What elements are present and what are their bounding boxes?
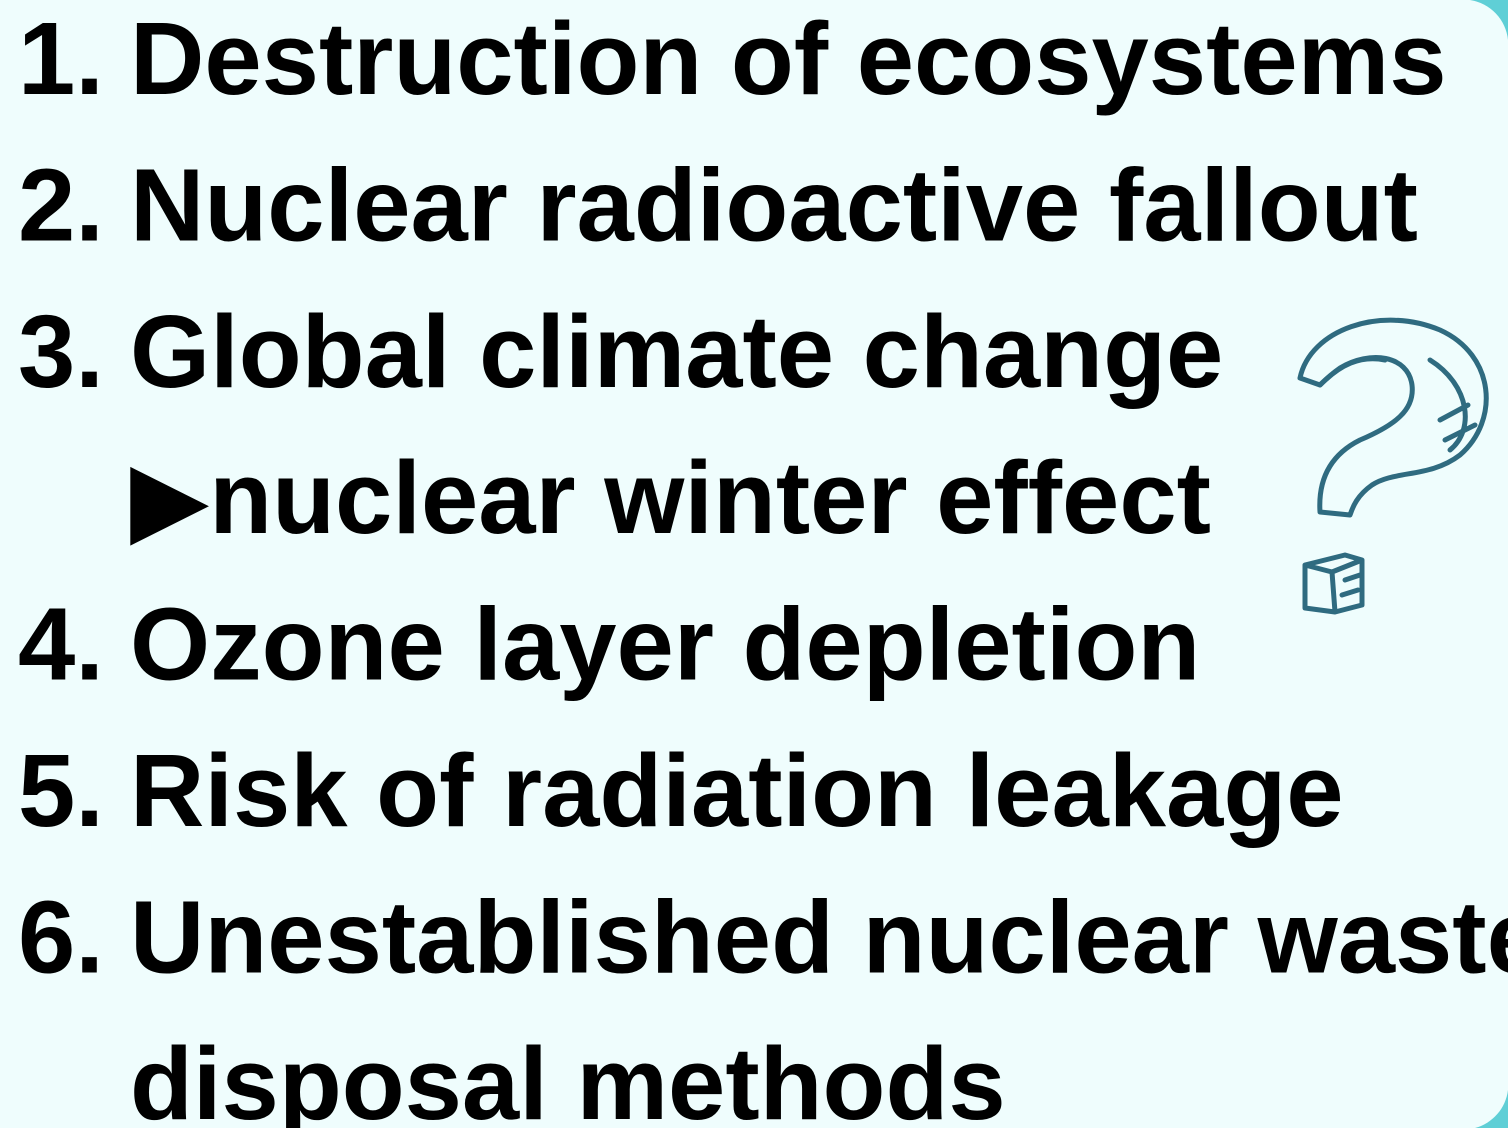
item-text: Risk of radiation leakage: [130, 733, 1344, 848]
item-number: 2.: [18, 147, 104, 262]
item-number: 5.: [18, 733, 104, 848]
item-text: Global climate change: [130, 294, 1223, 409]
item-text: Unestablished nuclear waste: [130, 879, 1508, 994]
item-text: Ozone layer depletion: [130, 587, 1200, 702]
item-text: disposal methods: [130, 1026, 1006, 1128]
item-number: 4.: [18, 587, 104, 702]
item-text: ▶nuclear winter effect: [130, 440, 1211, 555]
item-number: 1.: [18, 1, 104, 116]
item-text: Nuclear radioactive fallout: [130, 147, 1418, 262]
item-number: 6.: [18, 879, 104, 994]
question-mark-icon: [1297, 317, 1489, 615]
item-number: 3.: [18, 294, 104, 409]
item-text: Destruction of ecosystems: [130, 1, 1447, 116]
